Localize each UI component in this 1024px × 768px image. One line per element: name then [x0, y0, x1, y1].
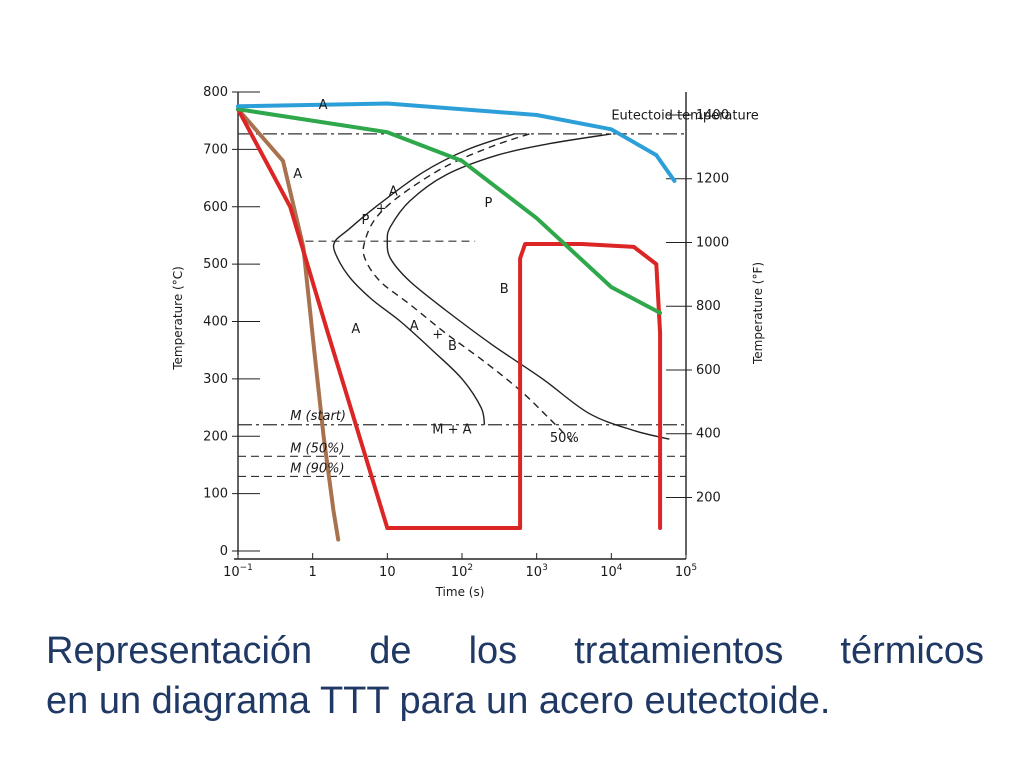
region-label: P: [484, 196, 492, 211]
y-tick-label-left: 100: [203, 487, 228, 502]
ttt-diagram: 0 100 200 300 400 500 600 700 800 200 400 600 800 100…: [171, 85, 765, 599]
region-label: A: [351, 322, 360, 337]
x-tick-label: 10−1: [223, 563, 253, 580]
y-tick-label-left: 200: [203, 429, 228, 444]
reference-lines: [238, 133, 686, 478]
region-label: M (90%): [290, 461, 344, 476]
region-label: A: [293, 167, 302, 182]
x-tick-label: 104: [600, 563, 623, 580]
y-tick-label-right: 1400: [696, 108, 729, 123]
cooling-path-3: [236, 107, 663, 315]
caption-line-2: en un diagrama TTT para un acero eutecto…: [46, 680, 831, 722]
region-label: M (50%): [290, 441, 344, 456]
y-tick-label-right: 200: [696, 490, 721, 505]
y-tick-label-left: 400: [203, 315, 228, 330]
x-tick-label: 105: [675, 563, 697, 580]
y-tick-label-left: 700: [203, 142, 228, 157]
axes: 0 100 200 300 400 500 600 700 800 200 400 600 800 100…: [203, 85, 729, 580]
x-tick-label: 1: [309, 565, 317, 580]
ttt-curve-50: [362, 133, 573, 443]
ttt-curve-finish: [386, 133, 670, 440]
cooling-path-2: [236, 107, 663, 530]
y-tick-label-right: 800: [696, 299, 721, 314]
region-label: +: [432, 328, 443, 343]
region-label: A: [319, 98, 328, 113]
x-tick-label: 102: [451, 563, 473, 580]
region-label: P: [361, 213, 369, 228]
x-axis-title: Time (s): [435, 585, 485, 599]
region-label: M (start): [290, 409, 346, 424]
y-tick-label-right: 400: [696, 427, 721, 442]
region-label: A: [410, 319, 419, 334]
ttt-curve-start: [332, 133, 515, 425]
region-label: Eutectoid temperature: [611, 109, 758, 124]
y-tick-label-right: 1000: [696, 235, 729, 250]
region-label: A: [389, 184, 398, 199]
y-tick-label-left: 800: [203, 85, 228, 100]
y-axis-title-left: Temperature (°C): [171, 266, 185, 371]
region-label: B: [448, 339, 457, 354]
y-tick-label-left: 500: [203, 257, 228, 272]
y-axis-title-right: Temperature (°F): [751, 262, 765, 365]
y-tick-label-right: 600: [696, 363, 721, 378]
y-tick-label-left: 600: [203, 200, 228, 215]
ttt-curves: [332, 133, 670, 443]
cooling-path-4: [236, 101, 677, 183]
cooling-paths: [236, 101, 677, 542]
region-label: 50%: [550, 431, 579, 446]
region-label: M + A: [432, 422, 471, 437]
y-tick-label-right: 1200: [696, 172, 729, 187]
region-label: B: [500, 282, 509, 297]
caption-line-1: Representación de los tratamientos térmi…: [46, 630, 984, 672]
cooling-path-1: [236, 107, 341, 542]
x-tick-label: 10: [379, 565, 396, 580]
y-tick-label-left: 0: [220, 544, 228, 559]
y-tick-label-left: 300: [203, 372, 228, 387]
x-tick-label: 103: [526, 563, 548, 580]
region-label: +: [376, 201, 387, 216]
